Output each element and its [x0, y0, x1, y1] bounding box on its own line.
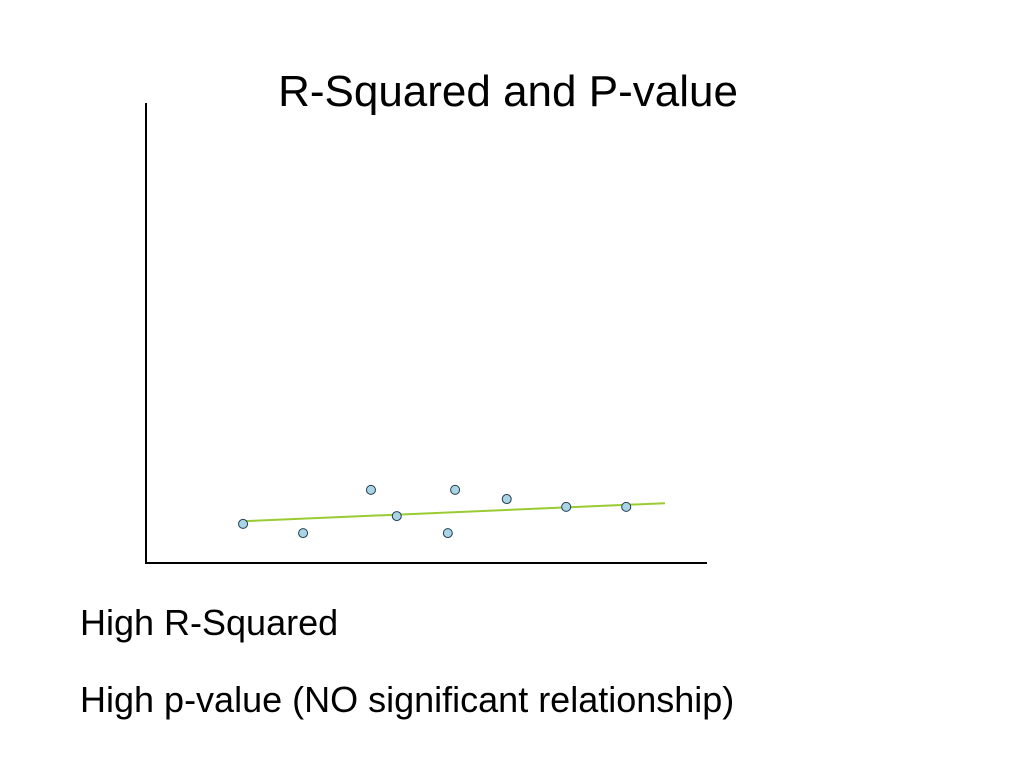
point	[391, 511, 402, 522]
trend-line	[244, 502, 665, 523]
point	[561, 501, 572, 512]
point	[238, 518, 249, 529]
point	[298, 528, 309, 539]
annotation: High p-value (NO significant relationshi…	[80, 679, 734, 720]
point	[442, 528, 453, 539]
point	[501, 494, 512, 505]
point	[450, 484, 461, 495]
point	[621, 501, 632, 512]
chart-title: R-Squared and P-value	[278, 67, 738, 116]
annotation: High R-Squared	[80, 602, 338, 643]
point	[365, 484, 376, 495]
